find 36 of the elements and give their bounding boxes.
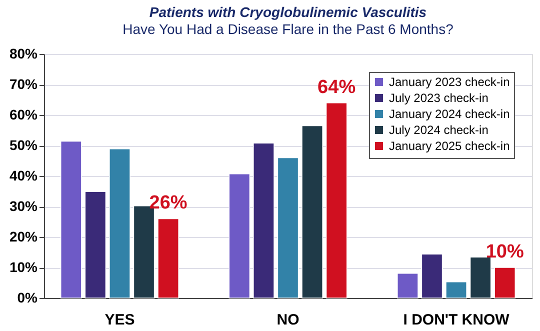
y-tick-label: 80% [9,46,38,62]
bar [421,254,443,298]
bar [494,267,516,298]
bar [277,157,299,298]
x-tick-label: NO [276,312,300,328]
chart-subtitle: Have You Had a Disease Flare in the Past 6 Months? [122,21,454,37]
bar [84,191,106,298]
data-label: 64% [318,76,356,98]
y-tick-label: 70% [9,76,38,92]
bar [446,281,467,298]
bar [252,142,274,298]
y-tick-label: 40% [9,168,38,184]
legend-label: July 2024 check-in [389,123,488,137]
y-tick-label: 30% [9,198,38,214]
legend-label: January 2023 check-in [389,75,510,89]
legend-label: January 2025 check-in [389,139,510,153]
legend-label: January 2024 check-in [389,107,510,121]
bar [158,218,180,298]
bar [396,272,418,298]
bar [60,140,82,298]
bar [302,125,324,298]
y-tick-label: 10% [9,259,38,275]
data-label: 10% [486,242,524,262]
y-tick-label: 60% [9,106,38,122]
bar [109,148,130,298]
bar [470,256,492,298]
bar [228,173,250,298]
legend-label: July 2023 check-in [389,91,488,105]
x-tick-label: YES [104,312,135,328]
y-tick-label: 0% [17,290,38,306]
x-tick-label: I DON'T KNOW [403,312,510,328]
bar [326,102,348,298]
chart-title: Patients with Cryoglobulinemic Vasculitis [149,4,427,20]
y-tick-label: 50% [9,137,38,153]
y-tick-label: 20% [9,228,38,244]
data-label: 26% [149,192,188,214]
